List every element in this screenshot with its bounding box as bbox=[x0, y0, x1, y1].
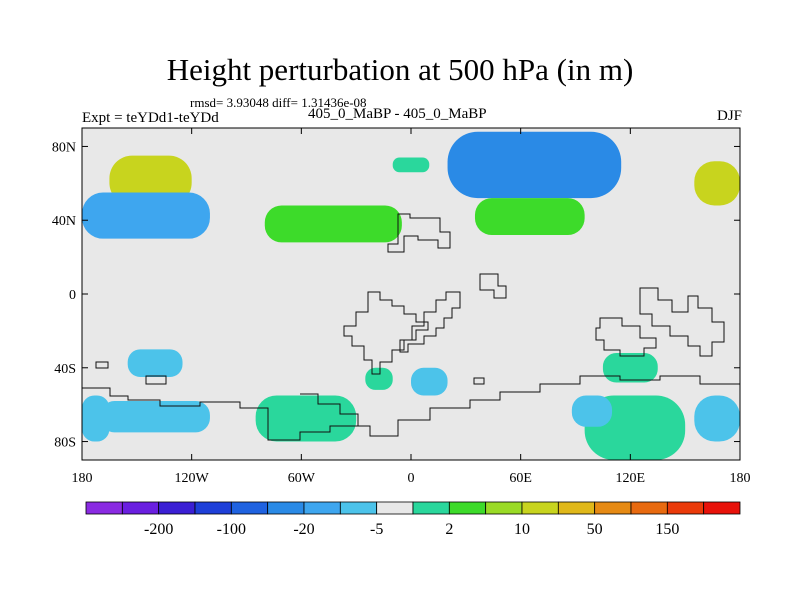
coastline-africa bbox=[399, 291, 461, 353]
field-region-12 bbox=[127, 349, 183, 377]
colorbar-label-4: 2 bbox=[445, 521, 453, 538]
colorbar-label-5: 10 bbox=[514, 521, 530, 538]
colorbar-box-7 bbox=[339, 501, 378, 515]
coastline-island-3 bbox=[473, 377, 485, 385]
experiment-label: Expt = teYDd1-teYDd bbox=[82, 110, 219, 126]
coastline-arabia bbox=[479, 273, 507, 299]
x-tick-label-5: 120E bbox=[616, 471, 646, 486]
field-region-13 bbox=[100, 400, 210, 433]
colorbar-box-14 bbox=[594, 501, 632, 515]
colorbar-box-11 bbox=[485, 501, 523, 515]
run-label: 405_0_MaBP - 405_0_MaBP bbox=[308, 106, 487, 122]
colorbar-box-0 bbox=[85, 501, 123, 515]
x-tick-label-2: 60W bbox=[288, 471, 316, 486]
colorbar-box-6 bbox=[303, 501, 341, 515]
field-region-8 bbox=[255, 395, 357, 442]
coastline-antarctic-peninsula bbox=[300, 393, 359, 426]
colorbar-box-4 bbox=[230, 501, 269, 515]
field-region-3 bbox=[447, 131, 622, 199]
colorbar-box-2 bbox=[158, 501, 196, 515]
chart-title: Height perturbation at 500 hPa (in m) bbox=[166, 52, 634, 87]
field-region-2 bbox=[694, 161, 740, 206]
colorbar-box-10 bbox=[448, 501, 487, 515]
colorbar-label-6: 50 bbox=[587, 521, 603, 538]
field-region-7 bbox=[392, 157, 430, 173]
x-tick-label-1: 120W bbox=[175, 471, 210, 486]
x-tick-label-6: 180 bbox=[730, 471, 751, 486]
field-region-11 bbox=[365, 367, 393, 390]
colorbar-box-15 bbox=[630, 501, 668, 515]
colorbar: -200 -100 -20 -5 2 10 50 150 bbox=[85, 501, 741, 538]
colorbar-box-13 bbox=[557, 501, 596, 515]
season-label: DJF bbox=[716, 108, 742, 124]
field-region-17 bbox=[82, 395, 110, 442]
coastlines bbox=[82, 213, 740, 441]
colorbar-box-17 bbox=[703, 501, 741, 515]
x-tick-label-0: 180 bbox=[72, 471, 93, 486]
coastline-australia bbox=[595, 317, 657, 357]
colorbar-box-5 bbox=[267, 501, 305, 515]
coastline-europe bbox=[387, 213, 451, 253]
y-tick-label-0: 80N bbox=[52, 140, 76, 155]
coastline-asia bbox=[639, 287, 725, 357]
y-tick-label-1: 40N bbox=[52, 214, 76, 229]
y-tick-label-2: 0 bbox=[69, 288, 76, 303]
colorbar-label-1: -100 bbox=[217, 521, 246, 538]
field-region-4 bbox=[82, 192, 210, 239]
colorbar-label-7: 150 bbox=[655, 521, 679, 538]
field-region-10 bbox=[602, 353, 658, 383]
colorbar-box-1 bbox=[121, 501, 160, 515]
coastline-island-1 bbox=[95, 361, 109, 369]
field-region-6 bbox=[474, 198, 585, 235]
colorbar-label-2: -20 bbox=[293, 521, 314, 538]
colorbar-box-3 bbox=[194, 501, 232, 515]
axis-ticks: 180 120W 60W 0 60E 120E 180 80N 40N 0 40S 80S bbox=[52, 128, 751, 486]
field-region-16 bbox=[694, 395, 740, 442]
coastline-antarctica bbox=[82, 375, 740, 441]
coastline-south-america bbox=[343, 291, 429, 375]
colorbar-box-8 bbox=[376, 501, 414, 515]
y-tick-label-3: 40S bbox=[54, 362, 76, 377]
x-tick-label-4: 60E bbox=[509, 471, 532, 486]
coastline-island-2 bbox=[145, 375, 167, 385]
rmsd-label: rmsd= 3.93048 diff= 1.31436e-08 bbox=[190, 95, 367, 110]
colorbar-box-9 bbox=[412, 501, 450, 515]
colorbar-label-0: -200 bbox=[144, 521, 173, 538]
field-region-14 bbox=[411, 367, 448, 396]
x-tick-label-3: 0 bbox=[408, 471, 415, 486]
contour-fields bbox=[82, 128, 740, 460]
colorbar-box-12 bbox=[521, 501, 559, 515]
colorbar-label-3: -5 bbox=[370, 521, 383, 538]
y-tick-label-4: 80S bbox=[54, 436, 76, 451]
colorbar-box-16 bbox=[666, 501, 705, 515]
field-region-5 bbox=[264, 205, 402, 243]
field-region-15 bbox=[571, 395, 613, 427]
